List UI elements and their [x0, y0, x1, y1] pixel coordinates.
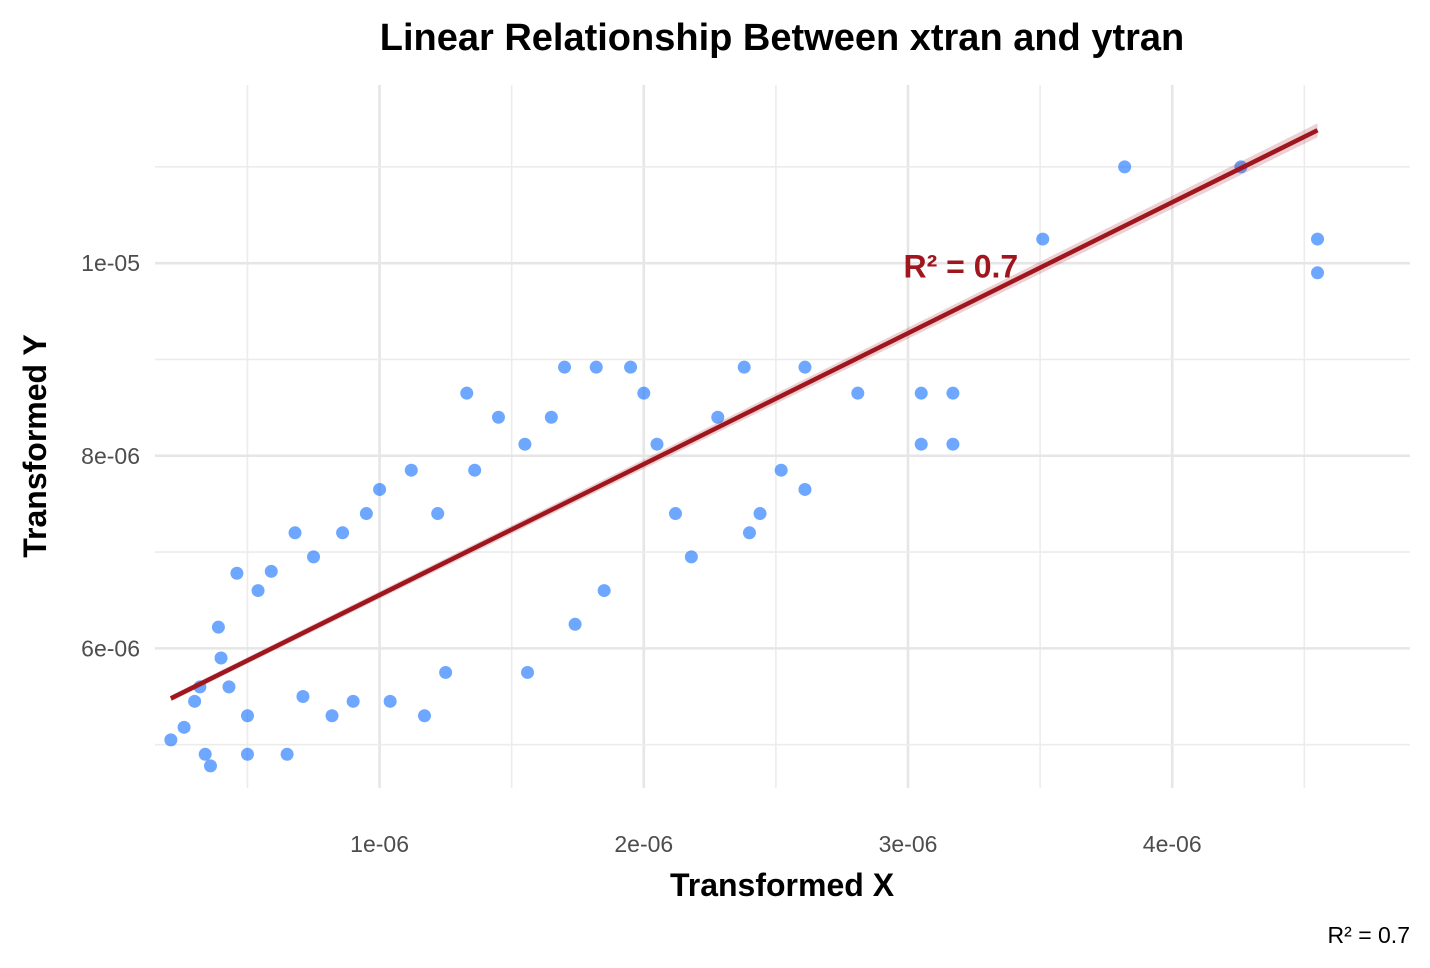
data-point [668, 507, 682, 521]
data-point [336, 526, 350, 540]
data-point [624, 360, 638, 374]
regression-line [169, 128, 1319, 701]
data-point [1311, 266, 1325, 280]
data-point [491, 410, 505, 424]
data-point [373, 482, 387, 496]
y-axis-title: Transformed Y [17, 334, 53, 557]
data-point [164, 733, 178, 747]
data-point [589, 360, 603, 374]
data-point [521, 665, 535, 679]
data-point [188, 694, 202, 708]
x-tick-label: 1e-06 [350, 831, 409, 857]
data-point [798, 360, 812, 374]
data-point [468, 463, 482, 477]
data-point [198, 747, 212, 761]
data-point [177, 720, 191, 734]
data-point [230, 566, 244, 580]
data-point [222, 680, 236, 694]
regression-fit [169, 123, 1319, 702]
data-point [383, 694, 397, 708]
data-point [851, 386, 865, 400]
data-point [684, 550, 698, 564]
x-tick-label: 2e-06 [614, 831, 673, 857]
data-point [203, 759, 217, 773]
data-point [558, 360, 572, 374]
chart-title: Linear Relationship Between xtran and yt… [380, 17, 1185, 59]
data-point [211, 620, 225, 634]
y-tick-label: 1e-05 [81, 250, 140, 276]
data-point [650, 437, 664, 451]
data-point [914, 437, 928, 451]
data-point [637, 386, 651, 400]
data-point [774, 463, 788, 477]
data-point [1036, 232, 1050, 246]
data-point [404, 463, 418, 477]
data-point [307, 550, 321, 564]
data-point [946, 437, 960, 451]
data-point [240, 747, 254, 761]
data-point [914, 386, 928, 400]
data-point [460, 386, 474, 400]
data-point [346, 694, 360, 708]
data-point [946, 386, 960, 400]
data-point [325, 709, 339, 723]
data-point [798, 482, 812, 496]
data-point [753, 507, 767, 521]
data-point [439, 665, 453, 679]
data-point [264, 564, 278, 578]
y-axis-ticks: 6e-06 8e-06 1e-05 [81, 250, 140, 661]
data-point [288, 526, 302, 540]
x-tick-label: 4e-06 [1143, 831, 1202, 857]
data-point [518, 437, 532, 451]
data-points [164, 160, 1325, 773]
data-point [742, 526, 756, 540]
data-point [597, 584, 611, 598]
r-squared-annotation: R² = 0.7 [903, 249, 1018, 285]
data-point [568, 617, 582, 631]
chart-caption: R² = 0.7 [1328, 922, 1410, 948]
data-point [359, 507, 373, 521]
x-axis-ticks: 1e-06 2e-06 3e-06 4e-06 [350, 831, 1201, 857]
data-point [711, 410, 725, 424]
x-tick-label: 3e-06 [879, 831, 938, 857]
data-point [251, 584, 265, 598]
data-point [296, 690, 310, 704]
y-tick-label: 8e-06 [81, 443, 140, 469]
x-axis-title: Transformed X [670, 867, 895, 903]
data-point [214, 651, 228, 665]
data-point [737, 360, 751, 374]
data-point [544, 410, 558, 424]
y-tick-label: 6e-06 [81, 635, 140, 661]
data-point [240, 709, 254, 723]
data-point [431, 507, 445, 521]
data-point [280, 747, 294, 761]
data-point [1311, 232, 1325, 246]
data-point [417, 709, 431, 723]
data-point [1118, 160, 1132, 174]
grid [155, 85, 1410, 788]
